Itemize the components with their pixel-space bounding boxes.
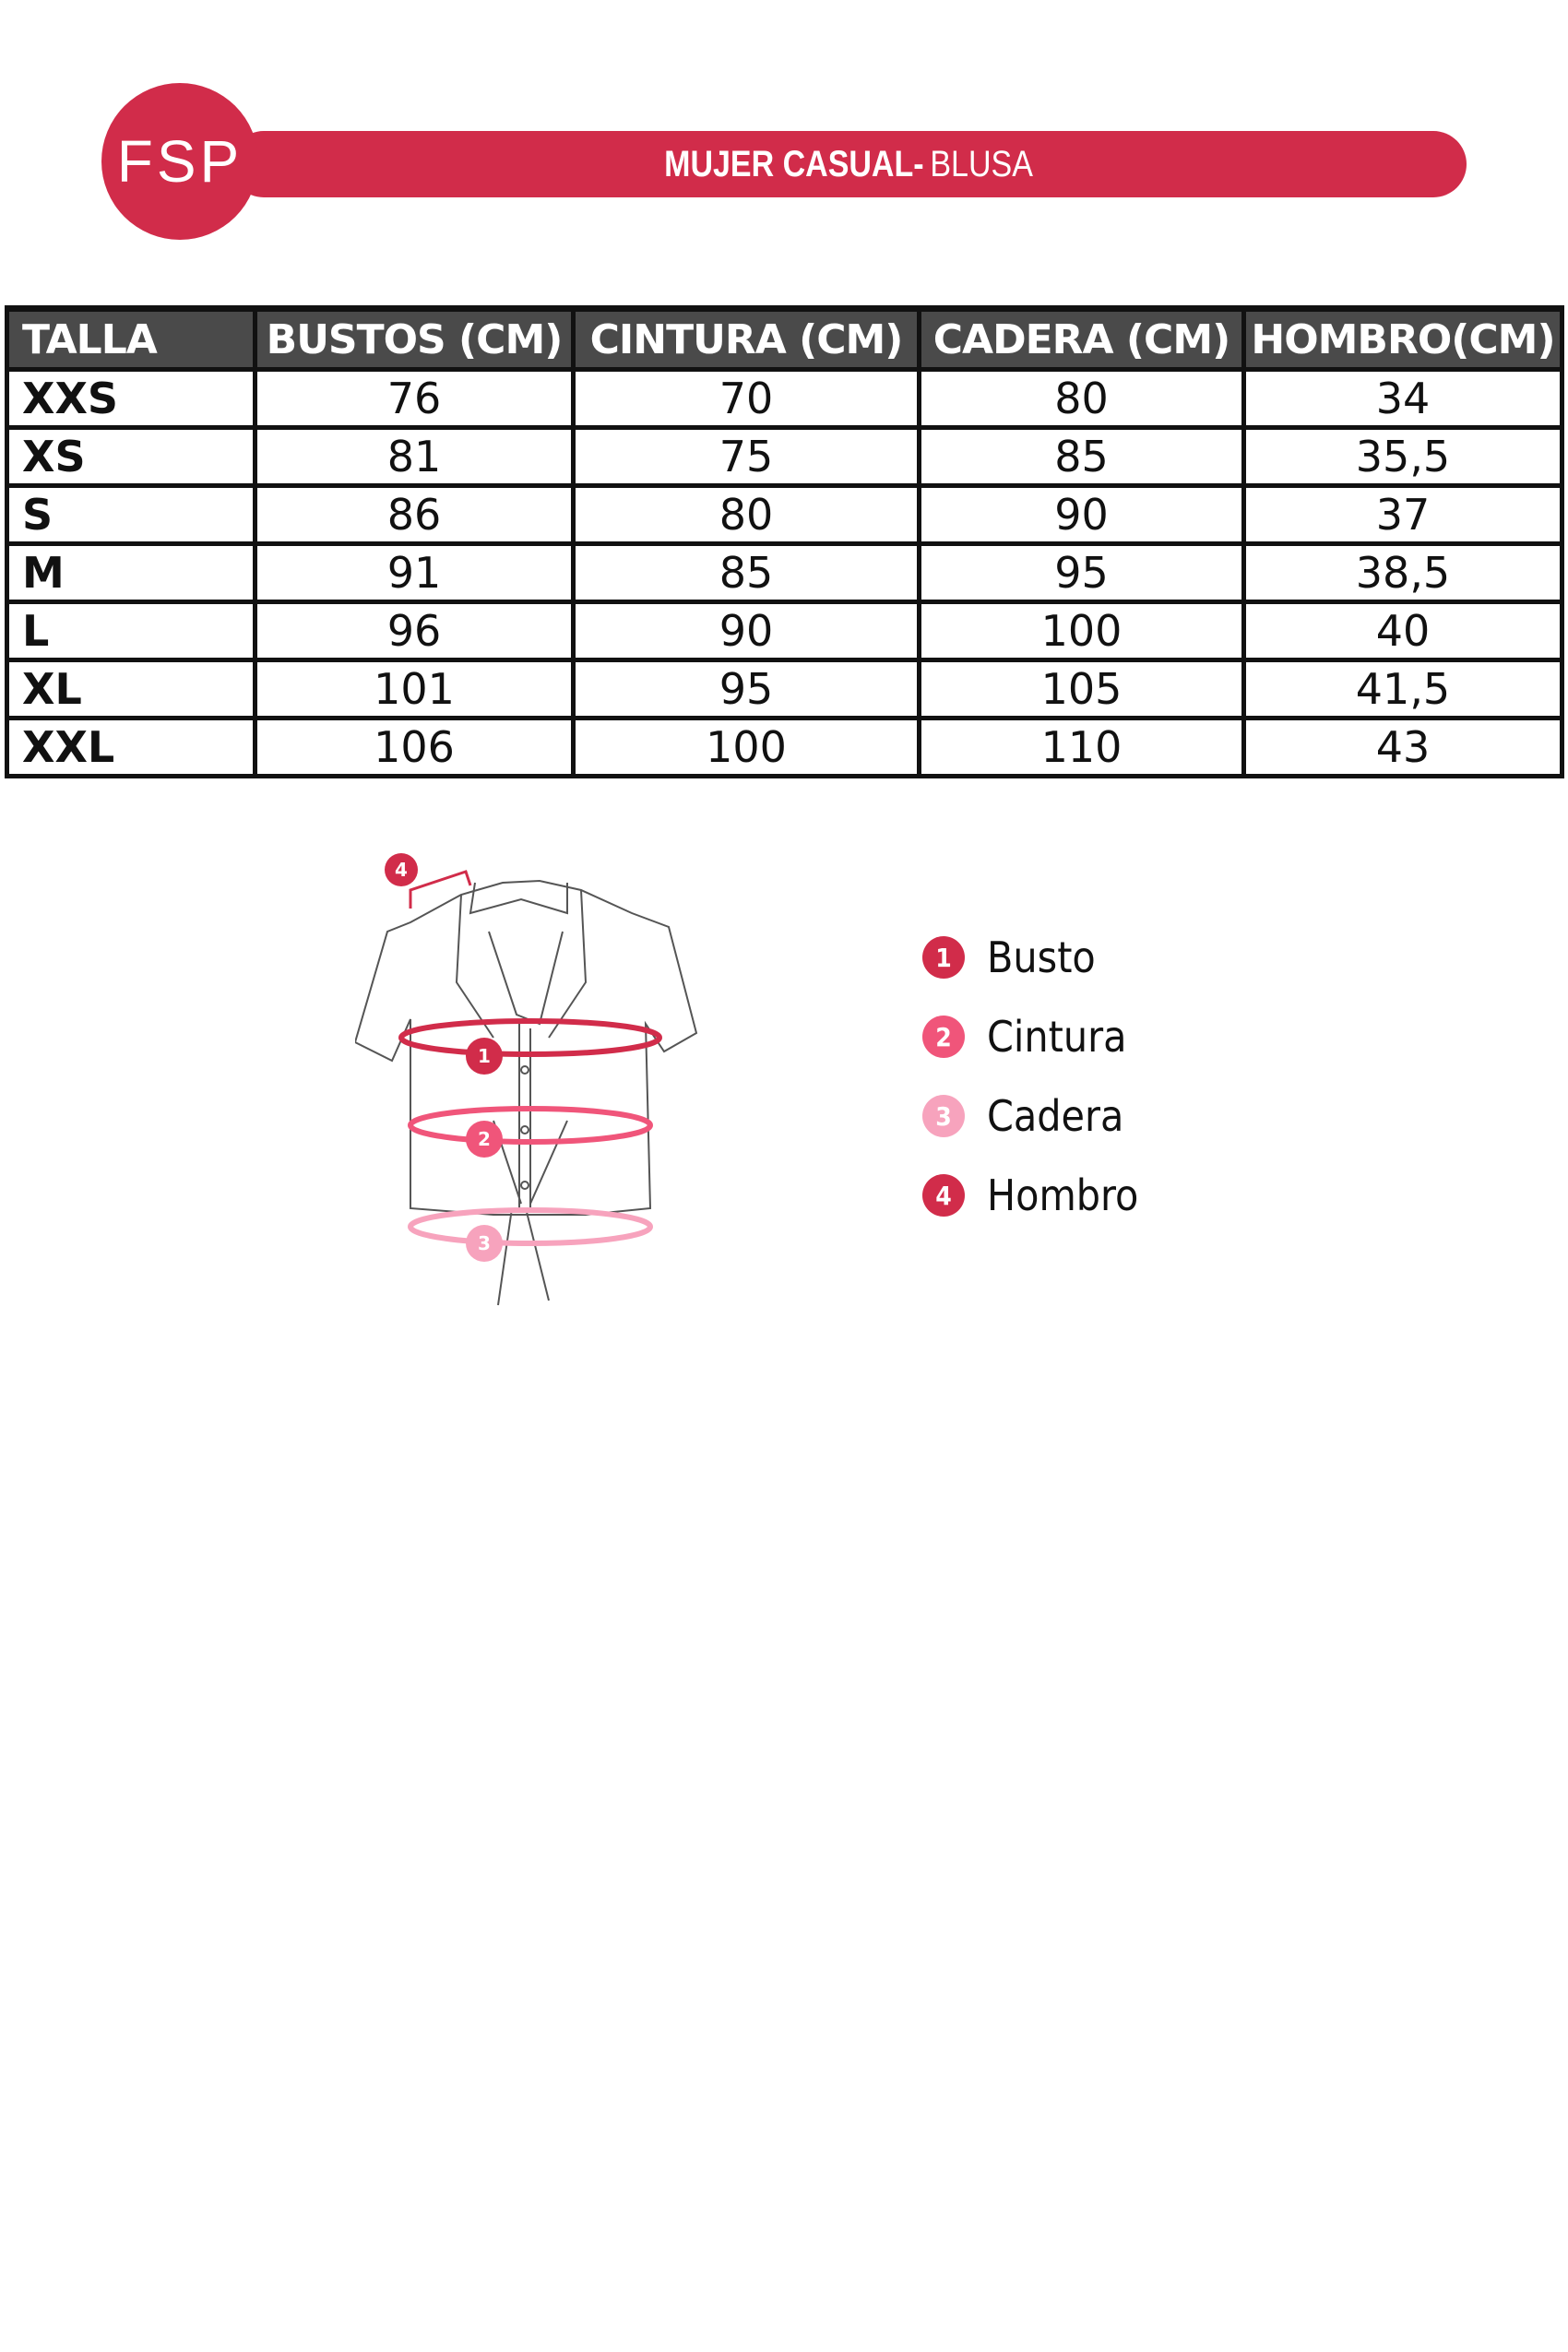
- measurement-cell: 34: [1241, 367, 1564, 430]
- svg-text:4: 4: [395, 859, 408, 881]
- table-row: XXS 76 70 80 34: [5, 367, 1564, 430]
- measurement-cell: 96: [253, 600, 576, 662]
- blouse-measurement-diagram: 4 1 2 3: [355, 853, 698, 1306]
- measurement-cell: 106: [253, 716, 576, 778]
- table-row: S 86 80 90 37: [5, 483, 1564, 546]
- measurement-cell: 101: [253, 658, 576, 720]
- column-header: TALLA: [5, 305, 257, 372]
- measurement-cell: 38,5: [1241, 541, 1564, 604]
- table-row: XXL 106 100 110 43: [5, 716, 1564, 778]
- page-title: MUJER CASUAL- BLUSA: [324, 131, 1374, 197]
- column-header: CINTURA (CM): [571, 305, 921, 372]
- measurement-cell: 85: [571, 541, 921, 604]
- legend-item: 3 Cadera: [922, 1076, 1138, 1156]
- size-cell: M: [5, 541, 257, 604]
- column-header: HOMBRO(CM): [1241, 305, 1564, 372]
- title-bold: MUJER CASUAL-: [664, 143, 924, 184]
- measurement-cell: 105: [917, 658, 1246, 720]
- svg-text:2: 2: [478, 1128, 491, 1150]
- title-light: BLUSA: [930, 143, 1033, 184]
- size-table: TALLA BUSTOS (CM) CINTURA (CM) CADERA (C…: [5, 305, 1564, 778]
- column-header: BUSTOS (CM): [253, 305, 576, 372]
- size-cell: L: [5, 600, 257, 662]
- table-row: XS 81 75 85 35,5: [5, 425, 1564, 488]
- measurement-cell: 41,5: [1241, 658, 1564, 720]
- measurement-cell: 70: [571, 367, 921, 430]
- brand-logo: FSP: [101, 83, 258, 240]
- legend-label: Busto: [987, 932, 1096, 982]
- legend-item: 4 Hombro: [922, 1156, 1138, 1235]
- table-row: M 91 85 95 38,5: [5, 541, 1564, 604]
- legend-label: Cintura: [987, 1012, 1127, 1062]
- legend-label: Cadera: [987, 1091, 1124, 1141]
- svg-text:3: 3: [478, 1232, 491, 1254]
- size-cell: S: [5, 483, 257, 546]
- legend-item: 2 Cintura: [922, 997, 1138, 1076]
- logo-text: FSP: [116, 128, 244, 195]
- measurement-cell: 85: [917, 425, 1246, 488]
- measurement-cell: 80: [571, 483, 921, 546]
- measurement-cell: 95: [917, 541, 1246, 604]
- measurement-legend: 1 Busto 2 Cintura 3 Cadera 4 Hombro: [922, 918, 1138, 1235]
- measurement-cell: 90: [917, 483, 1246, 546]
- table-row: XL 101 95 105 41,5: [5, 658, 1564, 720]
- measurement-cell: 80: [917, 367, 1246, 430]
- measurement-cell: 35,5: [1241, 425, 1564, 488]
- measurement-cell: 75: [571, 425, 921, 488]
- number-badge-icon: 3: [922, 1095, 965, 1137]
- number-badge-icon: 2: [922, 1016, 965, 1058]
- measurement-cell: 100: [571, 716, 921, 778]
- measurement-cell: 43: [1241, 716, 1564, 778]
- column-header: CADERA (CM): [917, 305, 1246, 372]
- measurement-cell: 40: [1241, 600, 1564, 662]
- measurement-cell: 90: [571, 600, 921, 662]
- measurement-cell: 95: [571, 658, 921, 720]
- legend-label: Hombro: [987, 1170, 1139, 1220]
- measurement-cell: 100: [917, 600, 1246, 662]
- measurement-cell: 81: [253, 425, 576, 488]
- measurement-cell: 86: [253, 483, 576, 546]
- measurement-cell: 76: [253, 367, 576, 430]
- measurement-cell: 110: [917, 716, 1246, 778]
- title-banner: [231, 131, 1467, 197]
- legend-item: 1 Busto: [922, 918, 1138, 997]
- table-header-row: TALLA BUSTOS (CM) CINTURA (CM) CADERA (C…: [5, 305, 1564, 372]
- size-cell: XL: [5, 658, 257, 720]
- size-cell: XS: [5, 425, 257, 488]
- size-cell: XXS: [5, 367, 257, 430]
- number-badge-icon: 4: [922, 1174, 965, 1217]
- measurement-cell: 91: [253, 541, 576, 604]
- number-badge-icon: 1: [922, 936, 965, 979]
- size-cell: XXL: [5, 716, 257, 778]
- measurement-cell: 37: [1241, 483, 1564, 546]
- table-row: L 96 90 100 40: [5, 600, 1564, 662]
- svg-text:1: 1: [478, 1045, 491, 1067]
